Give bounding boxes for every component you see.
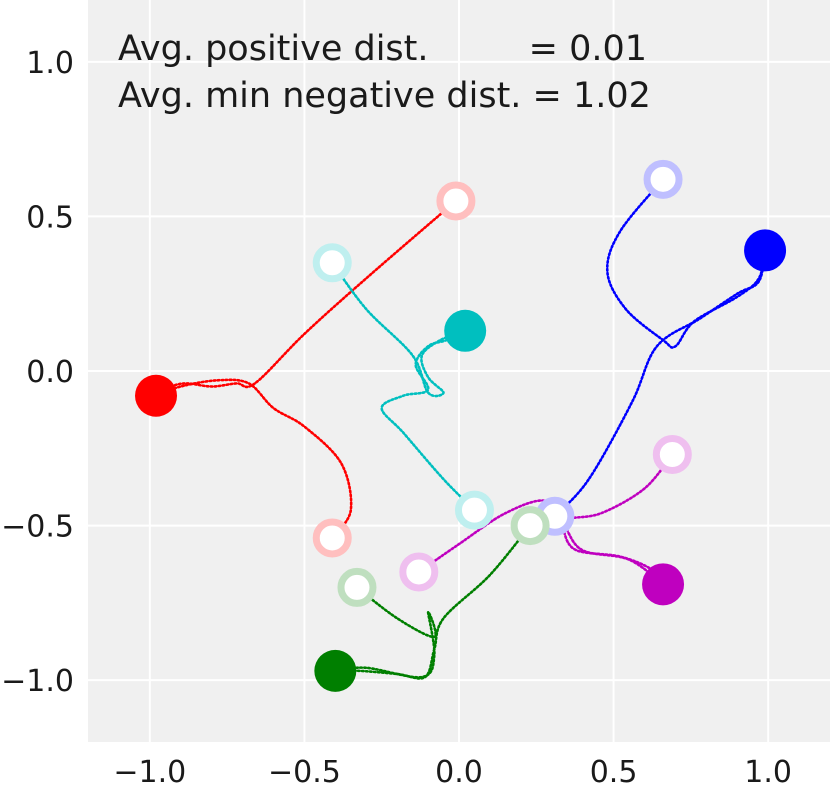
trajectory-green <box>334 524 532 680</box>
hollow-marker-magenta <box>652 434 692 474</box>
filled-marker-red <box>135 374 178 417</box>
x-tick-label: 0.0 <box>435 755 483 790</box>
trajectory-blue <box>553 249 767 518</box>
y-tick-label: 0.0 <box>26 355 74 390</box>
y-tick-label: −0.5 <box>1 510 74 545</box>
annotation-positive-dist: Avg. positive dist. = 0.01 <box>118 29 647 69</box>
y-tick-label: 1.0 <box>26 46 74 81</box>
x-tick-label: −1.0 <box>113 755 186 790</box>
hollow-marker-magenta <box>399 552 439 592</box>
x-tick-label: −0.5 <box>268 755 341 790</box>
x-tick-label: 0.5 <box>590 755 638 790</box>
hollow-marker-blue <box>643 159 683 199</box>
hollow-marker-cyan <box>454 490 494 530</box>
hollow-marker-red <box>312 518 352 558</box>
y-axis-ticks: −1.0 −0.5 0.0 0.5 1.0 <box>1 46 74 699</box>
filled-marker-magenta <box>642 563 685 606</box>
hollow-marker-green <box>337 567 377 607</box>
trajectory-green <box>334 586 437 679</box>
y-tick-label: 0.5 <box>26 200 74 235</box>
hollow-marker-cyan <box>312 243 352 283</box>
trajectory-red <box>154 378 353 540</box>
filled-marker-blue <box>744 229 787 272</box>
trajectories <box>154 178 767 680</box>
filled-marker-green <box>314 649 357 692</box>
x-tick-label: 1.0 <box>744 755 792 790</box>
hollow-marker-green <box>510 506 550 546</box>
filled-marker-cyan <box>444 309 487 352</box>
trajectory-cyan <box>380 329 476 512</box>
trajectory-red <box>154 199 458 397</box>
annotation-negative-dist: Avg. min negative dist. = 1.02 <box>118 76 651 116</box>
hollow-marker-red <box>436 181 476 221</box>
y-tick-label: −1.0 <box>1 664 74 699</box>
x-axis-ticks: −1.0 −0.5 0.0 0.5 1.0 <box>113 755 792 790</box>
markers <box>135 159 787 692</box>
grid-lines <box>88 0 830 742</box>
